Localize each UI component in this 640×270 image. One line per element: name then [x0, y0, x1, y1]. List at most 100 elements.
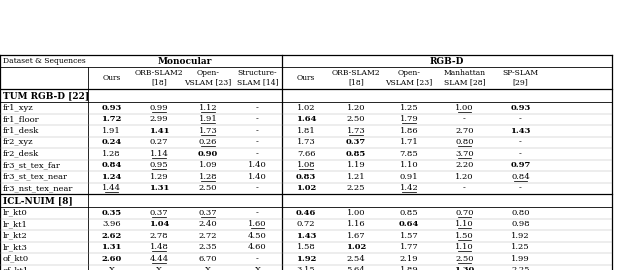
Text: Dataset & Sequences: Dataset & Sequences [3, 57, 85, 65]
Text: 0.99: 0.99 [150, 104, 168, 112]
Text: 1.89: 1.89 [399, 266, 419, 270]
Text: 0.37: 0.37 [346, 138, 366, 146]
Text: 1.73: 1.73 [347, 127, 365, 135]
Text: 0.24: 0.24 [101, 138, 122, 146]
Text: 0.64: 0.64 [399, 220, 419, 228]
Text: 1.28: 1.28 [198, 173, 218, 181]
Text: 2.70: 2.70 [455, 127, 474, 135]
Text: ORB-SLAM2
[18]: ORB-SLAM2 [18] [332, 69, 380, 87]
Text: 1.72: 1.72 [101, 115, 122, 123]
Text: 1.91: 1.91 [102, 127, 121, 135]
Text: 1.86: 1.86 [400, 127, 419, 135]
Text: lr_kt3: lr_kt3 [3, 243, 28, 251]
Text: 2.19: 2.19 [400, 255, 419, 263]
Text: -: - [519, 184, 522, 192]
Text: X: X [255, 266, 260, 270]
Text: 1.42: 1.42 [399, 184, 419, 192]
Text: 0.35: 0.35 [101, 209, 122, 217]
Text: TUM RGB-D [22]: TUM RGB-D [22] [3, 91, 89, 100]
Text: 1.19: 1.19 [347, 161, 365, 169]
Text: -: - [519, 115, 522, 123]
Text: fr1_floor: fr1_floor [3, 115, 40, 123]
Text: 1.77: 1.77 [399, 243, 419, 251]
Text: 2.78: 2.78 [150, 232, 168, 240]
Text: 2.35: 2.35 [198, 243, 218, 251]
Text: 1.73: 1.73 [296, 138, 316, 146]
Text: 2.25: 2.25 [511, 266, 530, 270]
Text: -: - [256, 104, 259, 112]
Text: 1.92: 1.92 [511, 232, 530, 240]
Text: Ours: Ours [297, 74, 315, 82]
Text: 4.50: 4.50 [248, 232, 267, 240]
Text: 1.10: 1.10 [455, 243, 474, 251]
Text: Manhattan
SLAM [28]: Manhattan SLAM [28] [444, 69, 486, 87]
Text: 1.20: 1.20 [455, 173, 474, 181]
Text: 1.30: 1.30 [454, 266, 475, 270]
Text: 1.02: 1.02 [296, 184, 316, 192]
Text: 0.72: 0.72 [297, 220, 316, 228]
Text: 1.43: 1.43 [510, 127, 531, 135]
Text: RGB-D: RGB-D [430, 56, 464, 66]
Text: SP-SLAM
[29]: SP-SLAM [29] [502, 69, 539, 87]
Text: 3.70: 3.70 [455, 150, 474, 158]
Text: lr_kt1: lr_kt1 [3, 220, 28, 228]
Text: 1.24: 1.24 [101, 173, 122, 181]
Text: 1.02: 1.02 [346, 243, 366, 251]
Text: 1.10: 1.10 [400, 161, 419, 169]
Text: -: - [519, 138, 522, 146]
Text: 0.98: 0.98 [511, 220, 530, 228]
Text: -: - [463, 115, 466, 123]
Text: -: - [256, 209, 259, 217]
Text: 1.43: 1.43 [296, 232, 316, 240]
Text: -: - [256, 138, 259, 146]
Text: 2.99: 2.99 [150, 115, 168, 123]
Text: 1.14: 1.14 [150, 150, 168, 158]
Text: 4.60: 4.60 [248, 243, 267, 251]
Text: -: - [256, 127, 259, 135]
Text: 1.04: 1.04 [149, 220, 169, 228]
Text: Open-
VSLAM [23]: Open- VSLAM [23] [385, 69, 433, 87]
Text: 1.25: 1.25 [511, 243, 530, 251]
Text: 0.27: 0.27 [150, 138, 168, 146]
Text: 1.20: 1.20 [347, 104, 365, 112]
Text: 2.60: 2.60 [101, 255, 122, 263]
Text: 1.99: 1.99 [511, 255, 530, 263]
Text: 3.15: 3.15 [296, 266, 316, 270]
Text: 1.91: 1.91 [198, 115, 218, 123]
Text: 1.16: 1.16 [347, 220, 365, 228]
Text: 7.66: 7.66 [297, 150, 316, 158]
Text: 2.20: 2.20 [455, 161, 474, 169]
Text: 1.64: 1.64 [296, 115, 316, 123]
Text: of_kt1: of_kt1 [3, 266, 29, 270]
Text: lr_kt0: lr_kt0 [3, 209, 28, 217]
Text: lr_kt2: lr_kt2 [3, 232, 28, 240]
Text: ICL-NUIM [8]: ICL-NUIM [8] [3, 196, 73, 205]
Text: 0.93: 0.93 [101, 104, 122, 112]
Text: 2.40: 2.40 [198, 220, 218, 228]
Text: 0.83: 0.83 [296, 173, 316, 181]
Text: 1.31: 1.31 [101, 243, 122, 251]
Text: 1.67: 1.67 [347, 232, 365, 240]
Text: 7.85: 7.85 [399, 150, 419, 158]
Text: -: - [256, 115, 259, 123]
Text: Ours: Ours [102, 74, 121, 82]
Text: fr3_st_tex_far: fr3_st_tex_far [3, 161, 61, 169]
Text: 1.00: 1.00 [455, 104, 474, 112]
Text: 1.44: 1.44 [102, 184, 121, 192]
Text: 4.44: 4.44 [149, 255, 168, 263]
Text: 1.25: 1.25 [400, 104, 419, 112]
Text: 0.97: 0.97 [510, 161, 531, 169]
Text: ORB-SLAM2
[18]: ORB-SLAM2 [18] [134, 69, 183, 87]
Text: 0.84: 0.84 [101, 161, 122, 169]
Text: fr1_desk: fr1_desk [3, 127, 40, 135]
Text: 0.26: 0.26 [199, 138, 217, 146]
Text: 1.79: 1.79 [399, 115, 419, 123]
Text: 2.62: 2.62 [101, 232, 122, 240]
Text: 1.40: 1.40 [248, 173, 267, 181]
Text: 0.37: 0.37 [150, 209, 168, 217]
Text: 6.70: 6.70 [199, 255, 217, 263]
Text: 0.37: 0.37 [198, 209, 218, 217]
Text: Monocular: Monocular [158, 56, 212, 66]
Text: 1.31: 1.31 [149, 184, 169, 192]
Text: fr2_xyz: fr2_xyz [3, 138, 33, 146]
